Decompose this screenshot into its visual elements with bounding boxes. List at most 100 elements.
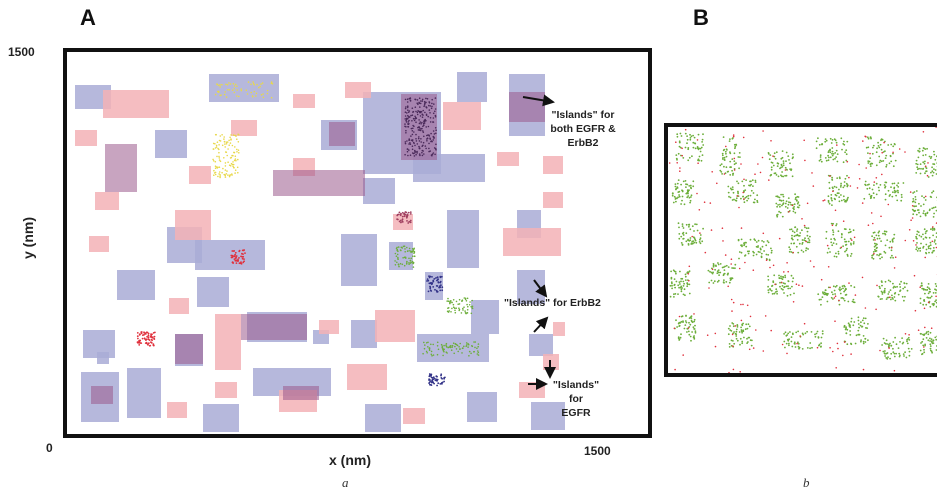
green-dots-b-5 (915, 147, 937, 178)
green-dots-b-7 (727, 179, 759, 204)
blue-island-25 (351, 320, 377, 348)
caption-b: b (803, 475, 810, 490)
green-dots-b-10 (863, 180, 905, 202)
green-dots-b-17 (915, 227, 937, 255)
green-dots-b-26 (783, 330, 824, 350)
blue-island-2 (209, 74, 279, 102)
annotation-egfr-line1: "Islands" for (552, 379, 600, 405)
green-dots-b-23 (919, 282, 937, 308)
pink-island-12 (543, 156, 563, 174)
green-dots-b-18 (669, 269, 691, 298)
blue-cluster-2 (428, 373, 446, 387)
green-dots-b-25 (727, 322, 753, 348)
panel-b-plot (664, 123, 937, 377)
green-dots-b-6 (671, 179, 695, 206)
pink-island-1 (231, 120, 257, 136)
blue-island-6 (197, 277, 229, 307)
green-dots-b-21 (817, 284, 856, 306)
blue-island-30 (203, 404, 239, 432)
overlap-island-7 (91, 386, 113, 404)
overlap-island-6 (329, 122, 355, 146)
pink-island-7 (189, 166, 211, 184)
pink-island-18 (319, 320, 339, 334)
origin-tick: 0 (46, 441, 53, 455)
panel-a-letter: A (80, 5, 96, 30)
green-dots-b-22 (877, 279, 909, 302)
purple-cluster-1 (396, 211, 412, 224)
red-cluster-2 (230, 249, 246, 265)
green-cluster-2 (446, 297, 474, 315)
pink-island-19 (375, 310, 415, 342)
panel-b-letter: B (693, 5, 709, 30)
blue-island-5 (117, 270, 155, 300)
annotation-erbb2-islands: "Islands" for ErbB2 (504, 297, 601, 309)
green-dots-b-24 (674, 314, 697, 342)
pink-island-11 (503, 228, 561, 256)
overlap-island-8 (283, 386, 319, 400)
green-dots-b-16 (871, 230, 896, 260)
green-dots-b-15 (825, 222, 855, 258)
green-dots-b-2 (767, 150, 794, 178)
annotation-egfr-line2: EGFR (561, 407, 591, 419)
annotation-egfr-islands: "Islands" for EGFR (546, 378, 606, 420)
green-dots-b-3 (815, 137, 849, 164)
pink-island-8 (95, 192, 119, 210)
blue-island-16 (447, 210, 479, 268)
yellow-cluster-top (214, 81, 274, 99)
dot-map-b (668, 127, 937, 373)
pink-island-27 (553, 322, 565, 336)
blue-island-31 (365, 404, 401, 432)
red-cluster-1 (136, 331, 156, 347)
pink-island-17 (215, 314, 241, 370)
blue-island-33 (531, 402, 565, 430)
caption-a: a (342, 475, 349, 490)
annotation-both-line2: both EGFR & (550, 123, 616, 135)
green-cluster-3 (422, 341, 480, 357)
y-max-tick: 1500 (8, 45, 35, 59)
pink-island-23 (403, 408, 425, 424)
panel-a-plot (63, 48, 652, 438)
blue-island-12 (457, 72, 487, 102)
pink-island-10 (89, 236, 109, 252)
island-map-a (75, 72, 565, 432)
pink-island-21 (215, 382, 237, 398)
overlap-island-1 (273, 170, 365, 196)
green-dots-b-19 (707, 262, 737, 284)
blue-cluster-1 (426, 275, 444, 293)
blue-island-15 (363, 178, 395, 204)
blue-island-34 (97, 352, 109, 364)
pink-island-20 (347, 364, 387, 390)
pink-island-16 (169, 298, 189, 314)
pink-island-9 (175, 210, 211, 240)
pink-island-2 (293, 94, 315, 108)
overlap-island-2 (241, 314, 307, 340)
overlap-island-0 (105, 144, 137, 192)
arrow-erbb2-up (533, 279, 548, 298)
dense-cluster-both (404, 97, 437, 157)
arrow-both-islands (522, 94, 555, 107)
green-dots-b-8 (775, 193, 801, 218)
blue-island-4 (195, 240, 265, 270)
green-dots-b-0 (675, 132, 705, 162)
x-axis-label: x (nm) (329, 452, 371, 468)
blue-island-32 (467, 392, 497, 422)
blue-island-21 (529, 334, 553, 356)
pink-island-24 (167, 402, 187, 418)
pink-island-5 (75, 130, 97, 146)
yellow-cluster-left (212, 133, 240, 179)
green-dots-b-14 (788, 226, 811, 254)
pink-island-13 (543, 192, 563, 208)
green-dots-b-4 (865, 136, 897, 168)
blue-island-27 (471, 300, 499, 334)
arrow-erbb2-down (533, 316, 549, 333)
pink-island-3 (345, 82, 371, 98)
pink-island-0 (103, 90, 169, 118)
pink-island-4 (443, 102, 481, 130)
green-cluster-1 (394, 245, 416, 268)
blue-island-17 (341, 234, 377, 286)
green-dots-b-13 (737, 238, 773, 262)
annotation-both-line3: ErbB2 (567, 137, 599, 149)
blue-island-1 (155, 130, 187, 158)
green-dots-b-11 (911, 190, 937, 218)
